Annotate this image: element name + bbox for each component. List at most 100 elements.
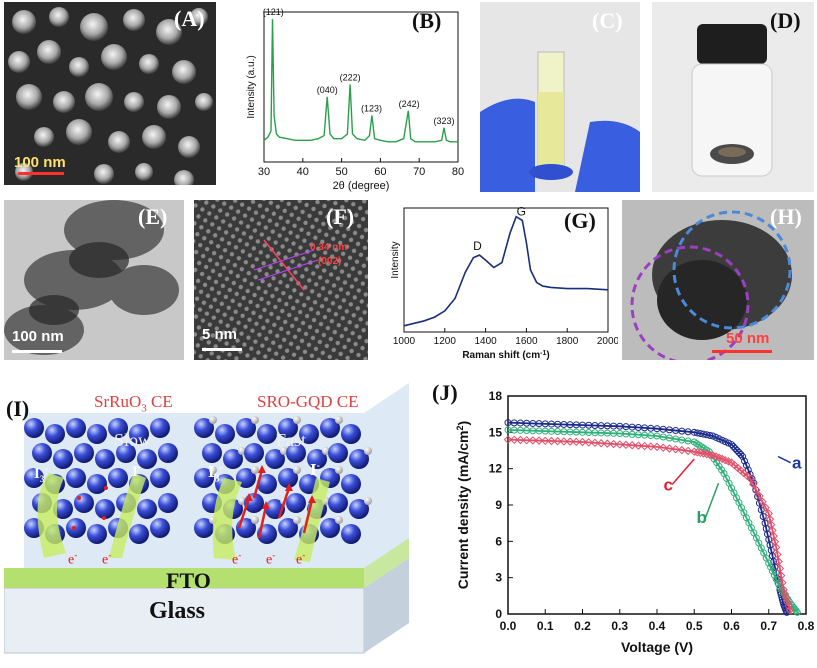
jv-series-a-line [507, 421, 789, 615]
raman-x-tick-label: 1400 [474, 336, 497, 347]
schematic-sphere [202, 443, 222, 463]
panel-j-jv-chart: 0.0 0.1 0.2 0.3 0.4 0.5 0.6 0.7 0.8 0 3 6 9 12 15 18 Vol… [430, 378, 816, 666]
panel-label-a: (A) [174, 6, 205, 31]
jv-y-tick-label: 12 [489, 462, 503, 476]
jv-series-c-point [783, 597, 792, 607]
schematic-sphere [278, 468, 298, 488]
jv-y-axis-label-end: ) [455, 421, 471, 426]
jv-series-b-point [772, 575, 780, 583]
jv-series-a-point [731, 444, 739, 452]
jv-series-c-point [761, 503, 770, 512]
jv-series-c-point [779, 585, 788, 594]
jv-series-c-pointer [671, 458, 695, 485]
jv-x-tick-label: 0.1 [537, 619, 554, 633]
raman-x-tick-label: 2000 [597, 336, 618, 347]
fto-label: FTO [166, 568, 211, 593]
panel-h-tem-image: (H) 50 nm [622, 200, 814, 360]
slow-path-right [109, 473, 146, 558]
jv-x-tick-label: 0.6 [723, 619, 740, 633]
jv-series-c-point [755, 491, 764, 501]
jv-series-c-point [609, 439, 618, 449]
panel-label-j: (J) [432, 380, 458, 405]
schematic-gqd-dot [364, 447, 372, 455]
jv-y-tick-label: 18 [489, 389, 503, 403]
scale-label-e: 100 nm [12, 328, 64, 345]
jv-series-c-point [771, 543, 781, 552]
jv-series-b-point [768, 567, 776, 575]
xrd-peak-label: (121) [263, 7, 284, 17]
panel-label-c: (C) [592, 8, 623, 33]
schematic-sphere [53, 449, 73, 469]
electron-flow-arrowhead [258, 465, 266, 473]
schematic-sphere [150, 468, 170, 488]
electron-flow-arrow [257, 505, 268, 539]
jv-y-axis-label-sup: 2 [455, 425, 465, 430]
i3-label-right: I3- [208, 462, 223, 485]
xrd-peak-label: (222) [340, 72, 361, 82]
raman-x-tick-label: 1600 [515, 336, 538, 347]
jv-series-c-point [773, 550, 782, 559]
lattice-spacing-label: 0.34 nm [310, 242, 348, 253]
jv-series-a-point [729, 442, 737, 450]
sem-particles [4, 2, 216, 185]
raman-y-axis-label: Intensity [390, 241, 401, 278]
electron-label-1: e- [68, 550, 78, 568]
jv-series-b-point [765, 559, 773, 567]
schematic-sphere [129, 524, 149, 544]
xrd-x-tick-label: 50 [335, 166, 347, 178]
schematic-sphere [328, 443, 348, 463]
jv-series-c-point [705, 450, 714, 459]
panel-g-raman-chart: 1000 1200 1400 1600 1800 2000 Raman shift (cm-… [378, 200, 618, 365]
jv-y-axis-label: Current density (mA/cm2) [455, 421, 471, 589]
right-ce-title: SRO-GQD CE [257, 392, 359, 411]
schematic-sphere [286, 493, 306, 513]
raman-x-tick-label: 1200 [434, 336, 457, 347]
slow-path-left [37, 473, 66, 558]
jv-series-c-point [534, 436, 544, 445]
panel-i-schematic: (I) SrRuO3 CE SRO-GQD CE Slow Fast I3- I… [4, 378, 414, 666]
schematic-gqd-dot [335, 516, 343, 524]
jv-series-c-point [516, 435, 525, 445]
jv-series-c-point [634, 441, 643, 450]
raman-peak-label: D [473, 239, 482, 253]
schematic-sphere [244, 443, 264, 463]
tem-image [4, 200, 184, 360]
jv-series-c-point [578, 437, 587, 447]
raman-peak-label: G [517, 204, 526, 218]
jv-y-tick-label: 9 [495, 498, 502, 512]
jv-series-c-point [528, 436, 538, 445]
jv-series-c-point [774, 557, 783, 566]
schematic-sphere [194, 468, 214, 488]
jv-series-c-point [565, 437, 575, 446]
electron-label-2: e- [102, 550, 112, 568]
schematic-sphere [278, 518, 298, 538]
schematic-sphere [24, 468, 44, 488]
schematic-sphere [257, 424, 277, 444]
jv-series-c-point [584, 438, 593, 447]
jv-series-a-point [735, 449, 743, 457]
electron-label-4: e- [266, 550, 276, 568]
jv-series-a-point [733, 447, 741, 454]
jv-series-c-point [693, 448, 702, 457]
schematic-gqd-dot [209, 466, 217, 474]
lattice-plane-label: (002) [318, 256, 342, 267]
jv-series-b-point [774, 579, 782, 587]
left-ce-title: SrRuO3 CE [94, 392, 173, 415]
raman-x-axis-label: Raman shift (cm-1) [462, 350, 549, 362]
electron-flow-arrow [302, 499, 314, 534]
jv-y-tick-label: 0 [495, 607, 502, 621]
panel-label-b: (B) [412, 8, 442, 33]
schematic-sphere [53, 499, 73, 519]
jv-series-c-label: c [663, 475, 672, 494]
slow-label: Slow [114, 430, 152, 450]
schematic-sphere [328, 493, 348, 513]
jv-series-c-point [553, 437, 562, 446]
schematic-sphere [150, 418, 170, 438]
schematic-sphere [129, 424, 149, 444]
panel-label-h: (H) [770, 204, 802, 229]
jv-series-c-point [627, 441, 637, 450]
schematic-sphere [349, 499, 369, 519]
schematic-gqd-dot [251, 516, 259, 524]
panel-f-hrtem-image: (F) 0.34 nm (002) 5 nm [194, 200, 368, 360]
panel-e-tem-image: (E) 100 nm [4, 200, 184, 360]
